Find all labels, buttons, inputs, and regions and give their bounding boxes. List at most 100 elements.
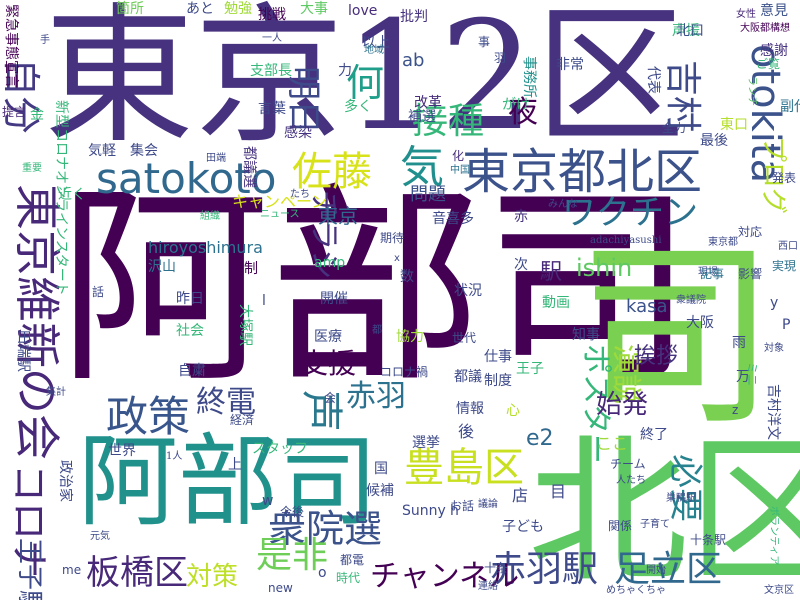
word-corona-ka: コロナ禍 — [380, 365, 429, 379]
word-jokyo: 状況 — [454, 283, 482, 299]
word-kasho: 箇所 — [116, 1, 144, 17]
word-kongo: 今後 — [280, 505, 305, 519]
word-mise: 店 — [512, 486, 529, 505]
word-chikaku: 近く — [58, 187, 86, 203]
word-tabata-eki: 田端駅 — [15, 330, 31, 372]
word-w: w — [262, 493, 274, 509]
word-kinkyu: 緊急事態宣言 — [3, 4, 19, 88]
word-toden: 都電 — [340, 553, 365, 567]
word-sedai: 世代 — [452, 331, 477, 345]
word-o: o — [318, 565, 327, 581]
word-akabane: 赤羽 — [346, 379, 406, 414]
word-kasa: kasa — [626, 296, 668, 317]
word-eki: 駅 — [540, 260, 563, 285]
word-kazu: 数 — [400, 269, 414, 285]
word-osaka: 大阪 — [686, 315, 714, 331]
word-kodomo: 子ども — [502, 519, 544, 535]
word-chugoku: 中国 — [450, 165, 470, 176]
word-kosodate: 子育て — [640, 519, 670, 530]
word-doga: 動画 — [542, 295, 570, 311]
word-satokoto: satokoto — [96, 154, 277, 203]
word-koko: ここ — [596, 434, 629, 453]
word-ishin: ishin — [576, 254, 633, 282]
word-staff: スタッフ — [252, 441, 308, 457]
word-shuinsen: 衆院選 — [268, 507, 383, 551]
word-ue: 上 — [228, 457, 242, 473]
word-me: 目 — [550, 482, 567, 501]
word-teigen: 提言 — [2, 105, 27, 119]
word-vaccine: ワクチン — [562, 193, 698, 233]
word-kotoba: 言葉 — [258, 101, 286, 117]
word-akabane-eki: 赤羽駅 — [490, 549, 599, 590]
word-new: new — [268, 581, 293, 595]
word-happyo: 発表 — [772, 171, 797, 185]
word-oji: 王子 — [516, 361, 544, 377]
word-ame: 雨 — [732, 335, 746, 351]
word-ooku: 多く — [344, 99, 372, 115]
word-aisatsu: 挨拶 — [634, 344, 679, 369]
word-jujo: 十条 — [484, 561, 509, 575]
word-toshima: 豊島区 — [404, 445, 524, 491]
word-hihan: 批判 — [400, 9, 428, 25]
word-seido: 制度 — [484, 373, 512, 389]
word-news: ニュース — [260, 209, 300, 220]
word-kokoro: 心 — [506, 403, 520, 419]
word-tokyo-kita: 東京都北区 — [462, 144, 703, 200]
word-shukei: 集計 — [46, 387, 66, 398]
word-campaign: キャンペーン — [232, 192, 328, 211]
word-josei: 女性 — [736, 9, 756, 20]
word-aka: 赤 — [514, 209, 528, 225]
word-togisen: 都議選 — [241, 146, 257, 188]
word-hiroyoshimura: hiroyoshimura — [148, 238, 263, 257]
word-oji-eki: 王子駅 — [14, 538, 44, 600]
word-hitsuyo: 必要 — [665, 454, 705, 522]
word-tachi: たち — [290, 189, 310, 200]
word-adachiyasushi: adachiyasushi — [590, 235, 662, 246]
word-adachi: 足立区 — [614, 549, 723, 590]
word-volunteer: ボランティア — [768, 506, 779, 566]
word-daiji: 大事 — [300, 1, 328, 17]
word-sugamo-eki: 巣鴨駅 — [666, 493, 696, 504]
word-kitaguchi: 北口 — [676, 23, 704, 39]
word-zehi: 是非 — [256, 535, 329, 576]
word-soshiki: 組織 — [200, 211, 220, 222]
word-gake: がけ — [502, 97, 530, 113]
word-shien: 支援 — [300, 347, 357, 380]
word-eikyo: 影響 — [738, 267, 763, 281]
word-hosen: 補選 — [408, 109, 436, 125]
word-taio: 対応 — [738, 225, 763, 239]
word-amp: amp — [314, 255, 346, 271]
word-kyoryoku: 協力 — [396, 329, 424, 345]
word-daihyo: 代表 — [645, 66, 661, 94]
word-shuryo: 終了 — [640, 427, 668, 443]
word-seien: 声援 — [672, 23, 700, 39]
word-team: チーム — [610, 457, 646, 471]
word-otsuka-eki: 大塚駅 — [237, 304, 253, 346]
word-shihatsu: 始発 — [596, 390, 649, 420]
word-bunkyo: 文京区 — [764, 585, 794, 596]
word-shuden: 終電 — [196, 385, 256, 420]
word-hanashi: 話 — [92, 285, 105, 299]
word-tsukasa-green: 司 — [576, 221, 777, 454]
word-ki: 気 — [400, 142, 444, 193]
word-l: l — [262, 293, 266, 309]
word-kigaru: 気軽 — [88, 143, 116, 159]
word-kuni: 国 — [374, 461, 388, 477]
word-hane: 羽 — [494, 51, 507, 65]
word-takusan: 沢山 — [148, 259, 176, 275]
word-h: h — [450, 503, 459, 519]
word-tokyo-12ku: 東京12区 — [44, 0, 685, 164]
word-shugiin: 衆議院 — [676, 295, 706, 306]
word-shigoto: 仕事 — [484, 349, 512, 365]
word-hijo: 非常 — [556, 57, 584, 73]
word-seisaku: 政策 — [106, 392, 191, 441]
word-chikara: 力 — [338, 63, 352, 79]
word-iryo: 医療 — [314, 329, 342, 345]
word-ijo: 以上 — [362, 35, 390, 51]
word-ka: 化 — [452, 149, 465, 163]
word-togi: 都議 — [454, 369, 482, 385]
word-sato: 佐藤 — [292, 149, 372, 195]
word-y: y — [770, 295, 779, 311]
word-keizai: 経済 — [230, 413, 255, 427]
